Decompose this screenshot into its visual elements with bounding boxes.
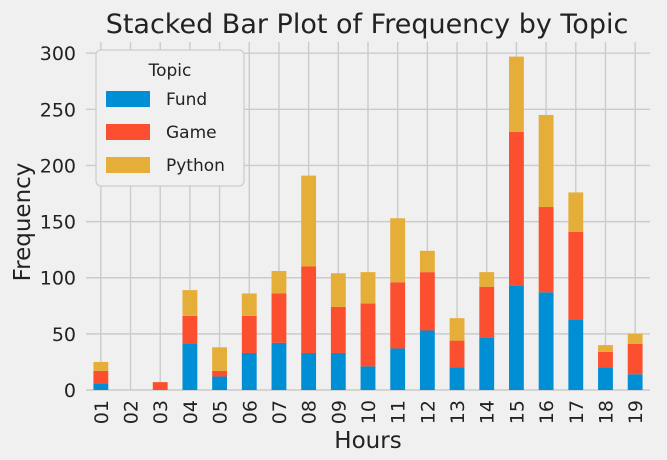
bar-game-10 [360, 303, 376, 367]
bar-fund-11 [390, 348, 406, 390]
bar-game-14 [479, 286, 495, 338]
x-tick-label: 18 [595, 400, 617, 424]
bar-game-05 [212, 370, 227, 377]
bar-python-10 [360, 272, 376, 304]
y-axis-title: Frequency [10, 163, 36, 282]
legend-label-fund: Fund [166, 90, 207, 110]
bar-game-13 [449, 340, 465, 368]
y-tick-label: 200 [40, 155, 76, 177]
x-tick-label: 14 [477, 400, 499, 424]
bar-fund-16 [538, 292, 554, 390]
y-tick-label: 50 [52, 324, 76, 346]
bar-fund-18 [598, 367, 613, 390]
chart-title: Stacked Bar Plot of Frequency by Topic [106, 9, 629, 40]
x-tick-label: 03 [150, 400, 172, 424]
bar-game-07 [271, 293, 287, 343]
bar-game-17 [568, 231, 584, 320]
bar-game-15 [509, 131, 524, 286]
x-tick-label: 02 [121, 400, 143, 424]
bar-game-11 [390, 282, 406, 349]
bar-python-05 [212, 347, 227, 371]
y-tick-label: 150 [40, 212, 76, 234]
x-tick-label: 04 [180, 400, 202, 424]
bar-python-16 [538, 114, 554, 208]
legend-swatch-python [106, 157, 150, 173]
bar-fund-13 [449, 367, 465, 390]
x-tick-label: 16 [536, 400, 558, 424]
y-tick-label: 250 [40, 99, 76, 121]
x-tick-label: 19 [625, 400, 647, 424]
y-axis-ticks: 0 50 100 150 200 250 300 [40, 43, 76, 402]
legend-title: Topic [148, 61, 192, 81]
bar-python-06 [241, 293, 257, 316]
bar-python-12 [419, 250, 435, 273]
bar-python-01 [93, 361, 109, 371]
bar-game-01 [93, 370, 109, 384]
x-tick-label: 05 [210, 400, 232, 424]
bar-fund-07 [271, 342, 287, 390]
bar-game-12 [419, 272, 435, 331]
bar-game-04 [182, 315, 198, 344]
bar-game-18 [598, 351, 613, 368]
bar-fund-10 [360, 366, 376, 390]
bar-fund-12 [419, 330, 435, 390]
x-tick-label: 12 [417, 400, 439, 424]
bars [93, 56, 643, 390]
bar-python-13 [449, 318, 465, 341]
bar-python-15 [509, 56, 524, 132]
bar-python-19 [627, 333, 643, 344]
bar-fund-17 [568, 319, 584, 390]
bar-game-16 [538, 207, 554, 293]
bar-python-07 [271, 271, 287, 294]
bar-fund-14 [479, 337, 495, 390]
bar-python-18 [598, 345, 613, 352]
legend-frame [95, 49, 245, 187]
bar-fund-06 [241, 352, 257, 390]
x-tick-label: 15 [506, 400, 528, 424]
bar-fund-01 [93, 383, 109, 390]
legend-items: Fund Game Python [106, 90, 225, 176]
x-tick-label: 07 [269, 400, 291, 424]
bar-game-06 [241, 315, 257, 353]
x-axis-title: Hours [334, 428, 401, 454]
x-tick-label: 10 [358, 400, 380, 424]
legend-label-python: Python [166, 156, 225, 176]
bar-fund-05 [212, 376, 227, 390]
x-tick-label: 09 [328, 400, 350, 424]
x-axis-ticks: 01 02 03 04 05 06 07 08 09 10 11 12 13 14 15 16 17 18 19 [91, 400, 647, 424]
bar-python-17 [568, 192, 584, 232]
bar-python-08 [301, 175, 317, 267]
bar-fund-08 [301, 352, 317, 390]
bar-game-19 [627, 343, 643, 375]
x-tick-label: 08 [299, 400, 321, 424]
bar-fund-15 [509, 285, 524, 390]
bar-game-08 [301, 266, 317, 353]
y-tick-label: 300 [40, 43, 76, 65]
bar-game-09 [330, 306, 346, 353]
y-tick-label: 0 [64, 380, 76, 402]
bar-python-04 [182, 290, 198, 316]
bar-python-09 [330, 273, 346, 307]
bar-fund-09 [330, 352, 346, 390]
x-tick-label: 17 [566, 400, 588, 424]
legend-swatch-game [106, 124, 150, 140]
legend-swatch-fund [106, 91, 150, 107]
bar-game-03 [152, 382, 168, 390]
bar-fund-04 [182, 343, 198, 390]
x-tick-label: 11 [388, 400, 410, 424]
legend-label-game: Game [166, 123, 217, 143]
x-tick-label: 01 [91, 400, 113, 424]
x-tick-label: 13 [447, 400, 469, 424]
y-tick-label: 100 [40, 268, 76, 290]
bar-python-11 [390, 218, 406, 283]
x-tick-label: 06 [239, 400, 261, 424]
bar-python-14 [479, 272, 495, 287]
bar-fund-19 [627, 374, 643, 390]
legend: Topic Fund Game Python [95, 49, 245, 187]
